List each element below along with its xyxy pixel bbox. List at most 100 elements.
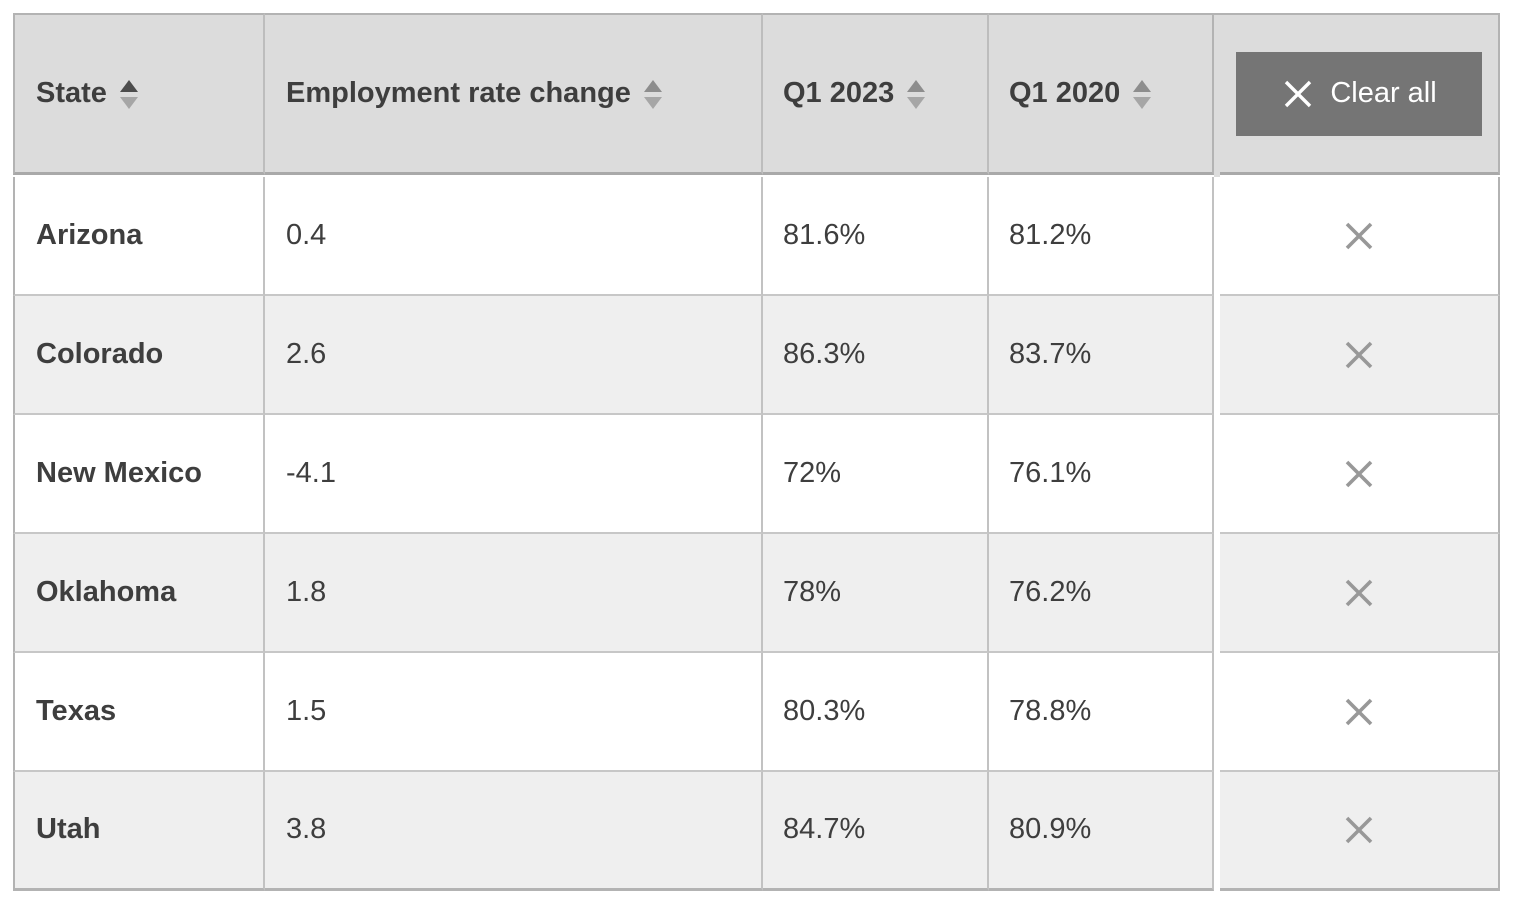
- cell-remove: [1220, 415, 1500, 534]
- sort-icon: [643, 80, 662, 109]
- sort-asc-icon: [1133, 80, 1152, 92]
- column-header-q1-2023[interactable]: Q1 2023: [763, 13, 989, 175]
- sort-desc-icon: [119, 97, 138, 109]
- q1-2020-value: 80.9%: [1009, 813, 1092, 846]
- table-row: New Mexico -4.1 72% 76.1%: [13, 415, 1500, 534]
- cell-remove: [1220, 772, 1500, 891]
- cell-state: Utah: [13, 772, 265, 891]
- column-header-q1-2020[interactable]: Q1 2020: [989, 13, 1214, 175]
- column-header-state[interactable]: State: [13, 13, 265, 175]
- table-row: Oklahoma 1.8 78% 76.2%: [13, 534, 1500, 653]
- cell-state: Texas: [13, 653, 265, 772]
- cell-q1-2020: 76.2%: [989, 534, 1214, 653]
- x-icon: [1345, 698, 1373, 725]
- q1-2023-value: 78%: [783, 575, 842, 608]
- column-label-state: State: [36, 76, 107, 109]
- cell-state: Arizona: [13, 177, 265, 296]
- column-label-q1-2020: Q1 2020: [1009, 76, 1121, 109]
- column-header-clear: Clear all: [1220, 13, 1500, 175]
- employment-rate-change-value: 1.5: [286, 694, 327, 727]
- sort-desc-icon: [643, 97, 662, 109]
- sort-desc-icon: [907, 97, 926, 109]
- cell-q1-2020: 76.1%: [989, 415, 1214, 534]
- x-icon: [1345, 579, 1373, 606]
- cell-remove: [1220, 296, 1500, 415]
- table-row: Texas 1.5 80.3% 78.8%: [13, 653, 1500, 772]
- cell-q1-2023: 81.6%: [763, 177, 989, 296]
- sort-desc-icon: [1133, 97, 1152, 109]
- sort-icon: [907, 80, 926, 109]
- employment-rate-change-value: 2.6: [286, 337, 327, 370]
- cell-employment-rate-change: -4.1: [265, 415, 763, 534]
- cell-state: Oklahoma: [13, 534, 265, 653]
- q1-2020-value: 78.8%: [1009, 694, 1092, 727]
- sort-asc-icon: [119, 80, 138, 92]
- table-row: Colorado 2.6 86.3% 83.7%: [13, 296, 1500, 415]
- remove-row-button[interactable]: [1336, 570, 1382, 616]
- cell-employment-rate-change: 0.4: [265, 177, 763, 296]
- state-name: Utah: [36, 813, 101, 846]
- q1-2023-value: 80.3%: [783, 694, 866, 727]
- cell-remove: [1220, 534, 1500, 653]
- x-icon: [1345, 222, 1373, 249]
- state-name: Colorado: [36, 337, 164, 370]
- q1-2023-value: 72%: [783, 456, 842, 489]
- clear-all-x-icon: [1285, 80, 1312, 107]
- x-icon: [1345, 341, 1373, 368]
- remove-row-button[interactable]: [1336, 332, 1382, 378]
- clear-all-button[interactable]: Clear all: [1236, 51, 1482, 136]
- x-icon: [1345, 460, 1373, 487]
- q1-2020-value: 83.7%: [1009, 337, 1092, 370]
- table-body: Arizona 0.4 81.6% 81.2% Colorado 2.6 86: [13, 177, 1500, 891]
- cell-employment-rate-change: 2.6: [265, 296, 763, 415]
- employment-rate-change-value: 0.4: [286, 218, 327, 251]
- cell-q1-2023: 78%: [763, 534, 989, 653]
- cell-q1-2023: 72%: [763, 415, 989, 534]
- q1-2023-value: 84.7%: [783, 813, 866, 846]
- remove-row-button[interactable]: [1336, 213, 1382, 259]
- cell-remove: [1220, 177, 1500, 296]
- employment-rate-change-value: 1.8: [286, 575, 327, 608]
- q1-2023-value: 81.6%: [783, 218, 866, 251]
- sort-asc-icon: [643, 80, 662, 92]
- state-name: New Mexico: [36, 456, 202, 489]
- header-gap: [1214, 13, 1220, 177]
- cell-q1-2020: 78.8%: [989, 653, 1214, 772]
- sort-icon: [119, 80, 138, 109]
- table-header-row: State Employment rate change Q1 2023 Q1 …: [13, 13, 1500, 177]
- cell-remove: [1220, 653, 1500, 772]
- cell-state: New Mexico: [13, 415, 265, 534]
- q1-2020-value: 76.1%: [1009, 456, 1092, 489]
- state-name: Texas: [36, 694, 117, 727]
- employment-rate-change-value: 3.8: [286, 813, 327, 846]
- q1-2020-value: 81.2%: [1009, 218, 1092, 251]
- column-label-employment-rate-change: Employment rate change: [286, 76, 631, 109]
- q1-2020-value: 76.2%: [1009, 575, 1092, 608]
- q1-2023-value: 86.3%: [783, 337, 866, 370]
- cell-q1-2023: 84.7%: [763, 772, 989, 891]
- cell-employment-rate-change: 1.8: [265, 534, 763, 653]
- remove-row-button[interactable]: [1336, 807, 1382, 853]
- table-row: Arizona 0.4 81.6% 81.2%: [13, 177, 1500, 296]
- remove-row-button[interactable]: [1336, 451, 1382, 497]
- sort-icon: [1133, 80, 1152, 109]
- column-header-employment-rate-change[interactable]: Employment rate change: [265, 13, 763, 175]
- cell-employment-rate-change: 1.5: [265, 653, 763, 772]
- cell-state: Colorado: [13, 296, 265, 415]
- cell-q1-2020: 81.2%: [989, 177, 1214, 296]
- cell-q1-2023: 86.3%: [763, 296, 989, 415]
- state-name: Oklahoma: [36, 575, 177, 608]
- x-icon: [1345, 816, 1373, 844]
- cell-employment-rate-change: 3.8: [265, 772, 763, 891]
- sort-asc-icon: [907, 80, 926, 92]
- cell-q1-2020: 80.9%: [989, 772, 1214, 891]
- table-row: Utah 3.8 84.7% 80.9%: [13, 772, 1500, 891]
- clear-all-label: Clear all: [1330, 77, 1437, 109]
- column-label-q1-2023: Q1 2023: [783, 76, 895, 109]
- state-name: Arizona: [36, 218, 143, 251]
- remove-row-button[interactable]: [1336, 689, 1382, 735]
- cell-q1-2023: 80.3%: [763, 653, 989, 772]
- employment-table: State Employment rate change Q1 2023 Q1 …: [13, 13, 1500, 891]
- employment-rate-change-value: -4.1: [286, 456, 336, 489]
